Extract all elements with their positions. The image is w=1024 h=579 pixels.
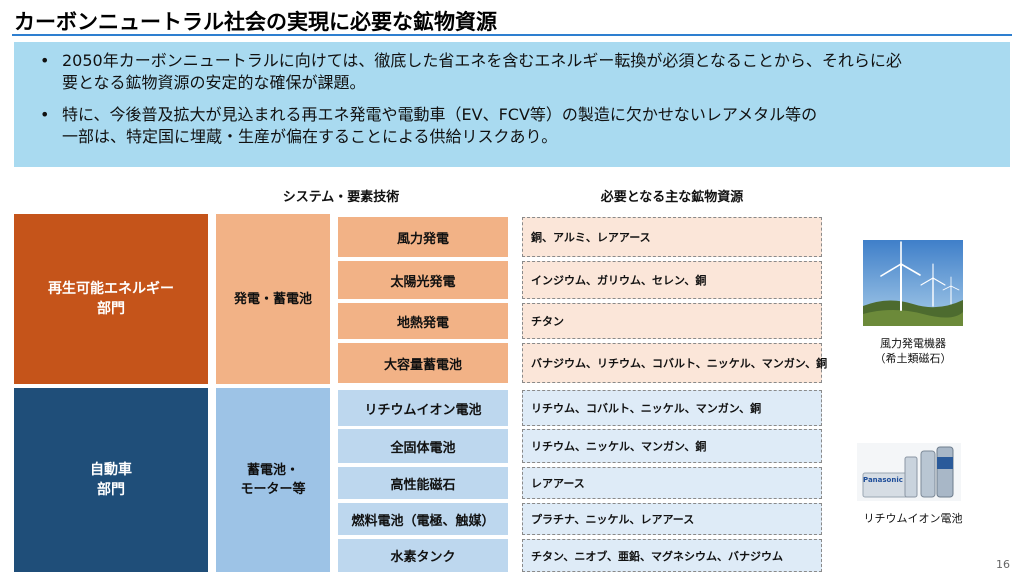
system-renewable-label: 発電・蓄電池 [233, 291, 312, 307]
wind-caption: 風力発電機器 （希土類磁石） [843, 336, 983, 366]
sector-automotive-line-1: 自動車 [90, 462, 132, 478]
wind-turbine-icon [863, 240, 963, 326]
bullet-item-1: • 2050年カーボンニュートラルに向けては、徹底した省エネを含むエネルギー転換… [40, 50, 996, 94]
sector-renewable: 再生可能エネルギー 部門 [14, 214, 208, 384]
tech-row-6: 全固体電池 [338, 429, 508, 463]
system-column-header: システム・要素技術 [282, 190, 400, 205]
minerals-row-8: プラチナ、ニッケル、レアアース [522, 503, 822, 535]
tech-row-3: 地熱発電 [338, 303, 508, 339]
tech-row-7: 高性能磁石 [338, 467, 508, 499]
page-title: カーボンニュートラル社会の実現に必要な鉱物資源 [14, 10, 497, 34]
bullet-item-2: • 特に、今後普及拡大が見込まれる再エネ発電や電動車（EV、FCV等）の製造に欠… [40, 104, 996, 148]
bullet-dot-icon: • [40, 105, 50, 124]
minerals-row-3: チタン [522, 303, 822, 339]
tech-row-8: 燃料電池（電極、触媒） [338, 503, 508, 535]
sector-renewable-line-2: 部門 [97, 301, 125, 317]
battery-photo: Panasonic [857, 443, 961, 501]
page-number: 16 [996, 558, 1010, 571]
battery-icon [857, 443, 961, 501]
wind-caption-line-1: 風力発電機器 [880, 337, 946, 350]
bullet-dot-icon: • [40, 51, 50, 70]
sector-renewable-line-1: 再生可能エネルギー [48, 281, 174, 297]
system-automotive-line-2: モーター等 [240, 482, 306, 497]
bullet-1-line-1: 2050年カーボンニュートラルに向けては、徹底した省エネを含むエネルギー転換が必… [62, 51, 902, 70]
battery-brand-label: Panasonic [863, 476, 903, 484]
battery-caption: リチウムイオン電池 [863, 512, 963, 525]
minerals-column-header: 必要となる主な鉱物資源 [600, 190, 744, 205]
sector-automotive-line-2: 部門 [97, 482, 125, 498]
title-divider [12, 34, 1012, 36]
minerals-row-7: レアアース [522, 467, 822, 499]
sector-automotive: 自動車 部門 [14, 388, 208, 572]
minerals-row-1: 銅、アルミ、レアアース [522, 217, 822, 257]
minerals-row-6: リチウム、ニッケル、マンガン、銅 [522, 429, 822, 463]
summary-box: • 2050年カーボンニュートラルに向けては、徹底した省エネを含むエネルギー転換… [14, 42, 1010, 167]
tech-row-1: 風力発電 [338, 217, 508, 257]
bullet-1-line-2: 要となる鉱物資源の安定的な確保が課題。 [62, 73, 366, 92]
tech-row-5: リチウムイオン電池 [338, 390, 508, 426]
system-automotive: 蓄電池・ モーター等 [216, 388, 330, 572]
minerals-row-2: インジウム、ガリウム、セレン、銅 [522, 261, 822, 299]
tech-row-9: 水素タンク [338, 539, 508, 572]
bullet-2-line-1: 特に、今後普及拡大が見込まれる再エネ発電や電動車（EV、FCV等）の製造に欠かせ… [62, 105, 818, 124]
tech-row-4: 大容量蓄電池 [338, 343, 508, 383]
bullet-2-line-2: 一部は、特定国に埋蔵・生産が偏在することによる供給リスクあり。 [62, 127, 558, 146]
tech-row-2: 太陽光発電 [338, 261, 508, 299]
minerals-row-5: リチウム、コバルト、ニッケル、マンガン、銅 [522, 390, 822, 426]
minerals-row-4: バナジウム、リチウム、コバルト、ニッケル、マンガン、銅 [522, 343, 827, 383]
system-automotive-line-1: 蓄電池・ [246, 463, 299, 478]
minerals-row-9: チタン、ニオブ、亜鉛、マグネシウム、バナジウム [522, 539, 822, 572]
wind-turbine-photo [863, 240, 963, 326]
system-renewable: 発電・蓄電池 [216, 214, 330, 384]
wind-caption-line-2: （希土類磁石） [874, 352, 952, 365]
